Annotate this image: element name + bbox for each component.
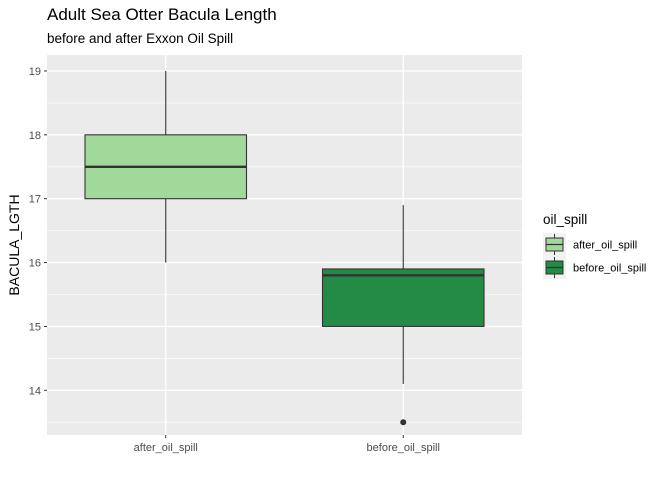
plot-panel (47, 55, 522, 435)
chart-subtitle: before and after Exxon Oil Spill (47, 31, 233, 46)
y-tick-label: 19 (29, 66, 41, 78)
x-tick-label: after_oil_spill (134, 442, 198, 454)
y-tick-label: 17 (29, 194, 41, 206)
box-body (321, 268, 485, 327)
outlier-point (400, 419, 407, 426)
chart-title: Adult Sea Otter Bacula Length (47, 5, 277, 24)
legend-key-before_oil_spill (543, 256, 566, 279)
y-axis-title: BACULA_LGTH (6, 194, 22, 295)
y-tick-label: 18 (29, 130, 41, 142)
x-tick-label: before_oil_spill (367, 442, 440, 454)
y-tick-label: 16 (29, 258, 41, 270)
y-tick-label: 14 (29, 385, 41, 397)
boxes (84, 70, 485, 426)
y-axis-ticks: 14 15 16 17 18 19 (29, 66, 47, 397)
x-axis-ticks: after_oil_spill before_oil_spill (134, 435, 440, 454)
box-before_oil_spill (321, 205, 485, 426)
y-tick-label: 15 (29, 321, 41, 333)
box-after_oil_spill (84, 70, 248, 263)
legend-title: oil_spill (543, 212, 587, 227)
legend: oil_spill after_oil_spill before_oil_spil… (543, 212, 646, 279)
legend-label: after_oil_spill (573, 240, 637, 252)
legend-key-after_oil_spill (543, 233, 566, 256)
legend-label: before_oil_spill (573, 263, 646, 275)
